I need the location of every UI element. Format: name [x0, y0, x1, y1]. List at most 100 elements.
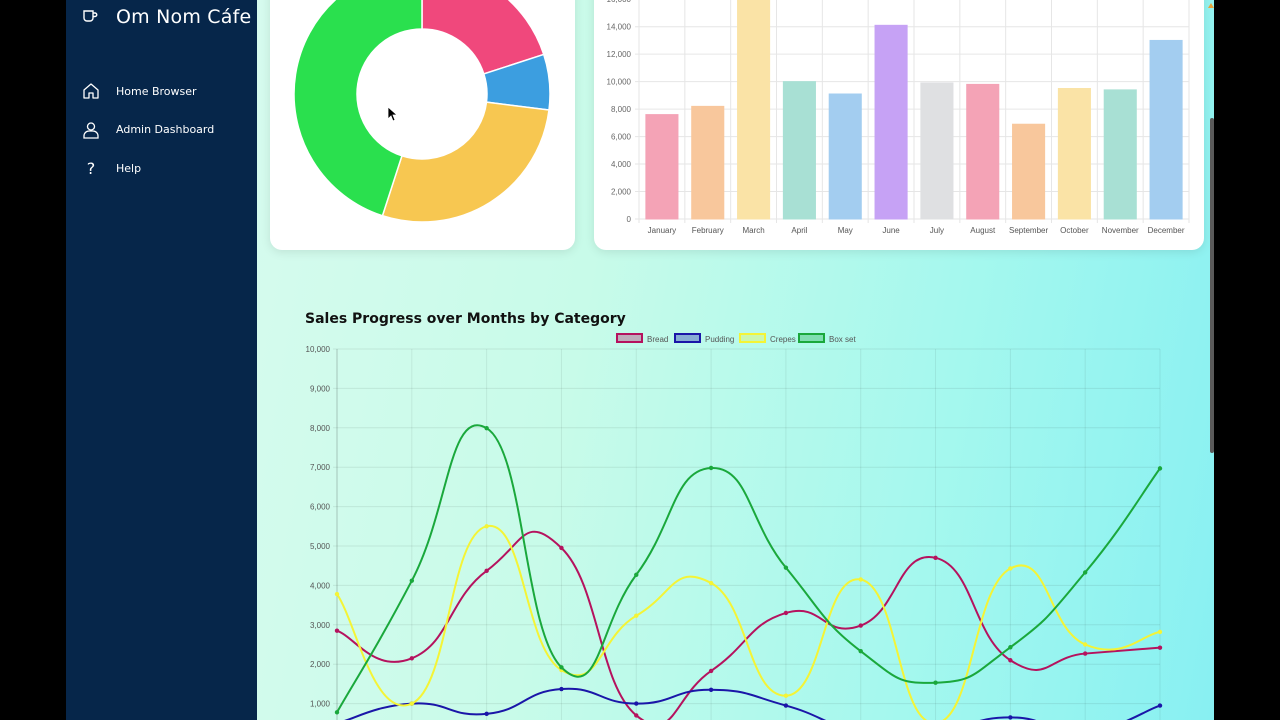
bar-x-tick-label: October — [1060, 226, 1089, 235]
line-y-tick-label: 1,000 — [310, 700, 331, 709]
line-chart-title: Sales Progress over Months by Category — [305, 311, 626, 327]
series-line-crepes — [336, 525, 1161, 720]
legend-swatch-pudding — [674, 333, 701, 343]
bar-x-tick-label: September — [1009, 226, 1048, 235]
sales-line-chart: 1,000 2,000 3,000 4,000 5,000 6,000 7,000 8,000… — [306, 333, 1163, 720]
line-y-tick-label: 7,000 — [310, 463, 331, 472]
doughnut-slice-2 — [381, 101, 550, 223]
data-point-bread — [634, 713, 639, 718]
data-point-bread — [559, 545, 564, 551]
data-point-pudding — [708, 687, 714, 693]
data-point-box-set — [1008, 645, 1013, 650]
data-point-bread — [1082, 651, 1088, 656]
bar-y-tick-label: 2,000 — [611, 188, 632, 197]
bar-y-tick-label: 12,000 — [607, 50, 632, 59]
data-point-pudding — [1008, 715, 1013, 720]
bar-x-tick-label: May — [838, 226, 853, 235]
legend-swatch-bread — [616, 333, 643, 343]
line-y-tick-label: 6,000 — [310, 503, 331, 512]
data-point-pudding — [634, 701, 639, 706]
bar-x-tick-label: January — [648, 226, 676, 235]
data-point-bread — [484, 568, 489, 574]
bar-june — [874, 24, 908, 220]
data-point-crepes — [634, 613, 639, 618]
line-y-tick-label: 3,000 — [310, 621, 331, 630]
bar-x-tick-label: March — [742, 226, 764, 235]
data-point-box-set — [783, 565, 789, 570]
data-point-crepes — [1082, 642, 1088, 647]
data-point-box-set — [933, 680, 938, 685]
sidebar-item-help[interactable]: ? Help — [82, 149, 252, 188]
data-point-crepes — [1157, 629, 1163, 635]
data-point-crepes — [708, 580, 714, 586]
bar-y-tick-label: 4,000 — [611, 160, 632, 169]
data-point-box-set — [409, 578, 415, 583]
data-point-pudding — [783, 703, 789, 708]
bar-september — [1012, 123, 1046, 220]
sidebar-item-label: Home Browser — [116, 84, 197, 98]
line-y-tick-label: 4,000 — [310, 581, 331, 590]
line-y-tick-label: 9,000 — [310, 384, 331, 393]
app-title: Om Nom Cáfe — [116, 6, 252, 28]
data-point-crepes — [858, 577, 863, 582]
data-point-bread — [334, 628, 340, 633]
data-point-crepes — [409, 701, 415, 706]
data-point-bread — [409, 656, 415, 661]
bar-y-tick-label: 16,000 — [607, 0, 632, 4]
data-point-bread — [858, 623, 863, 628]
bar-february — [691, 105, 725, 220]
bar-x-tick-label: February — [692, 226, 724, 235]
series-line-pudding — [344, 687, 1161, 720]
bar-october — [1057, 88, 1091, 220]
scroll-up-arrow-icon[interactable] — [1208, 0, 1214, 10]
data-point-bread — [783, 610, 789, 616]
vertical-scrollbar[interactable] — [1210, 118, 1214, 453]
bar-x-tick-label: June — [882, 226, 900, 235]
bar-y-tick-label: 14,000 — [607, 23, 632, 32]
legend-label: Crepes — [770, 335, 796, 344]
doughnut-slice-3 — [293, 0, 423, 217]
sidebar-item-label: Admin Dashboard — [116, 123, 215, 137]
bar-x-tick-label: August — [970, 226, 996, 235]
bar-y-tick-label: 10,000 — [607, 78, 632, 87]
sidebar-item-label: Help — [116, 161, 142, 175]
legend-swatch-box-set — [798, 333, 825, 343]
legend-swatch-crepes — [739, 333, 766, 343]
line-y-tick-label: 8,000 — [310, 424, 331, 433]
data-point-box-set — [1082, 570, 1088, 575]
app-window: Om Nom Cáfe Home Browser Admin Dashboard… — [66, 0, 1214, 720]
data-point-box-set — [334, 710, 340, 715]
data-point-crepes — [783, 693, 789, 698]
help-icon: ? — [86, 158, 96, 178]
legend-label: Box set — [829, 335, 856, 344]
bar-x-tick-label: April — [791, 226, 807, 235]
data-point-box-set — [559, 665, 564, 670]
data-point-pudding — [484, 711, 489, 717]
brand[interactable]: Om Nom Cáfe — [82, 6, 251, 28]
monthly-bar-chart: 0 2,000 4,000 6,000 8,000 10,000 12,000 14,000 1… — [607, 0, 1190, 235]
bar-january — [645, 114, 679, 220]
data-point-bread — [1008, 658, 1013, 663]
bar-july — [920, 82, 954, 220]
coffee-cup-icon — [83, 10, 98, 22]
bar-march — [737, 0, 771, 220]
data-point-crepes — [1008, 566, 1013, 571]
data-point-box-set — [1157, 466, 1163, 471]
sidebar-item-admin-dashboard[interactable]: Admin Dashboard — [82, 111, 252, 150]
monthly-sales-bar-card: 0 2,000 4,000 6,000 8,000 10,000 12,000 14,000 1… — [594, 0, 1204, 250]
data-point-bread — [933, 555, 938, 561]
dashboard-main: 0 2,000 4,000 6,000 8,000 10,000 12,000 14,000 1… — [257, 0, 1214, 720]
data-point-box-set — [634, 572, 639, 577]
doughnut-chart — [293, 0, 551, 223]
bar-x-tick-label: December — [1148, 226, 1185, 235]
data-point-box-set — [858, 648, 863, 654]
doughnut-slice-0 — [421, 0, 545, 75]
bar-august — [966, 83, 1000, 220]
data-point-box-set — [708, 465, 714, 471]
bar-x-tick-label: November — [1102, 226, 1139, 235]
bar-y-tick-label: 0 — [627, 215, 632, 224]
sidebar-nav: Home Browser Admin Dashboard ? Help — [82, 72, 252, 188]
bar-december — [1149, 39, 1183, 220]
sidebar-item-home-browser[interactable]: Home Browser — [82, 72, 252, 111]
data-point-bread — [708, 668, 714, 674]
